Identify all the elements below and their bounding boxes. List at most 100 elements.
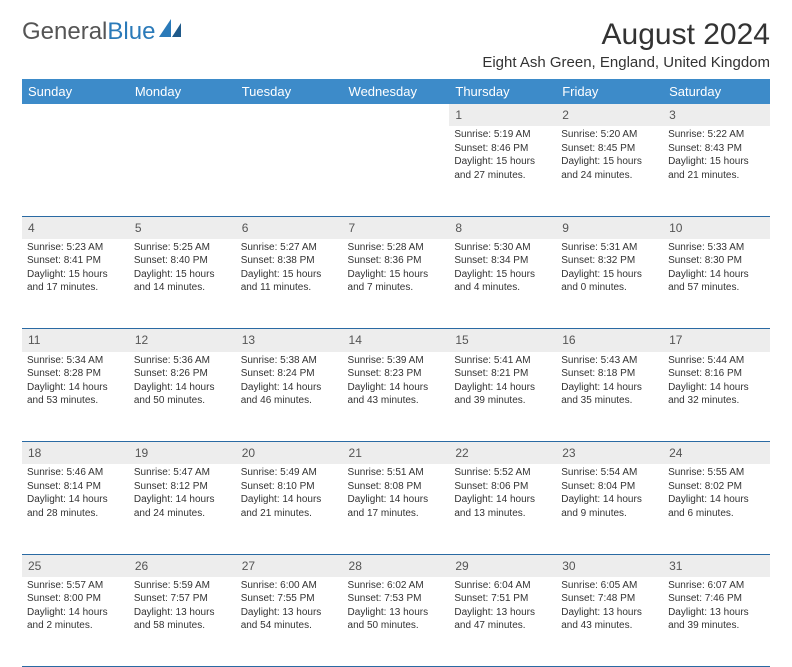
- daylight-text: and 47 minutes.: [454, 619, 551, 633]
- sunset-text: Sunset: 8:02 PM: [668, 480, 765, 494]
- daylight-text: Daylight: 15 hours: [668, 155, 765, 169]
- day-number: 1: [449, 104, 556, 126]
- sunrise-text: Sunrise: 5:52 AM: [454, 466, 551, 480]
- brand-logo: GeneralBlue: [22, 18, 185, 46]
- sunrise-text: Sunrise: 5:20 AM: [561, 128, 658, 142]
- sunset-text: Sunset: 8:45 PM: [561, 142, 658, 156]
- daylight-text: Daylight: 14 hours: [348, 381, 445, 395]
- sunset-text: Sunset: 8:41 PM: [27, 254, 124, 268]
- daylight-text: and 27 minutes.: [454, 169, 551, 183]
- daylight-text: and 53 minutes.: [27, 394, 124, 408]
- daylight-text: Daylight: 14 hours: [134, 493, 231, 507]
- sunset-text: Sunset: 7:57 PM: [134, 592, 231, 606]
- day-number: 21: [343, 442, 450, 465]
- daylight-text: and 39 minutes.: [668, 619, 765, 633]
- sunset-text: Sunset: 8:08 PM: [348, 480, 445, 494]
- day-number: 27: [236, 554, 343, 577]
- daylight-text: and 17 minutes.: [348, 507, 445, 521]
- daylight-text: Daylight: 15 hours: [348, 268, 445, 282]
- day-header: Friday: [556, 79, 663, 104]
- daylight-text: and 50 minutes.: [348, 619, 445, 633]
- sunset-text: Sunset: 7:55 PM: [241, 592, 338, 606]
- sunset-text: Sunset: 7:51 PM: [454, 592, 551, 606]
- sunrise-text: Sunrise: 5:27 AM: [241, 241, 338, 255]
- daylight-text: Daylight: 14 hours: [27, 493, 124, 507]
- sunset-text: Sunset: 8:36 PM: [348, 254, 445, 268]
- day-number: 11: [22, 329, 129, 352]
- day-cell: Sunrise: 6:02 AMSunset: 7:53 PMDaylight:…: [343, 577, 450, 667]
- sunrise-text: Sunrise: 5:31 AM: [561, 241, 658, 255]
- day-cell: Sunrise: 5:43 AMSunset: 8:18 PMDaylight:…: [556, 352, 663, 442]
- day-cell: Sunrise: 5:23 AMSunset: 8:41 PMDaylight:…: [22, 239, 129, 329]
- day-number: 22: [449, 442, 556, 465]
- daylight-text: Daylight: 15 hours: [561, 155, 658, 169]
- daylight-text: and 9 minutes.: [561, 507, 658, 521]
- sunset-text: Sunset: 8:04 PM: [561, 480, 658, 494]
- sunset-text: Sunset: 8:24 PM: [241, 367, 338, 381]
- calendar-table: SundayMondayTuesdayWednesdayThursdayFrid…: [22, 79, 770, 667]
- daylight-text: Daylight: 15 hours: [454, 155, 551, 169]
- sunset-text: Sunset: 8:12 PM: [134, 480, 231, 494]
- daylight-text: and 46 minutes.: [241, 394, 338, 408]
- sunrise-text: Sunrise: 6:02 AM: [348, 579, 445, 593]
- sunrise-text: Sunrise: 5:57 AM: [27, 579, 124, 593]
- daylight-text: and 24 minutes.: [561, 169, 658, 183]
- day-number-row: 123: [22, 104, 770, 126]
- day-number: [236, 104, 343, 126]
- day-header: Sunday: [22, 79, 129, 104]
- daylight-text: and 28 minutes.: [27, 507, 124, 521]
- day-cell: Sunrise: 6:05 AMSunset: 7:48 PMDaylight:…: [556, 577, 663, 667]
- sunset-text: Sunset: 8:18 PM: [561, 367, 658, 381]
- sunset-text: Sunset: 7:48 PM: [561, 592, 658, 606]
- daylight-text: and 4 minutes.: [454, 281, 551, 295]
- daylight-text: Daylight: 14 hours: [668, 268, 765, 282]
- day-number: 14: [343, 329, 450, 352]
- day-cell: Sunrise: 5:44 AMSunset: 8:16 PMDaylight:…: [663, 352, 770, 442]
- day-cell: Sunrise: 5:33 AMSunset: 8:30 PMDaylight:…: [663, 239, 770, 329]
- day-content-row: Sunrise: 5:34 AMSunset: 8:28 PMDaylight:…: [22, 352, 770, 442]
- day-number: 4: [22, 216, 129, 239]
- day-cell: Sunrise: 5:31 AMSunset: 8:32 PMDaylight:…: [556, 239, 663, 329]
- day-cell: Sunrise: 5:25 AMSunset: 8:40 PMDaylight:…: [129, 239, 236, 329]
- daylight-text: Daylight: 15 hours: [561, 268, 658, 282]
- sunrise-text: Sunrise: 5:36 AM: [134, 354, 231, 368]
- daylight-text: Daylight: 14 hours: [561, 493, 658, 507]
- sunset-text: Sunset: 7:53 PM: [348, 592, 445, 606]
- day-cell: Sunrise: 5:38 AMSunset: 8:24 PMDaylight:…: [236, 352, 343, 442]
- daylight-text: Daylight: 13 hours: [668, 606, 765, 620]
- daylight-text: and 6 minutes.: [668, 507, 765, 521]
- daylight-text: and 0 minutes.: [561, 281, 658, 295]
- day-number: 6: [236, 216, 343, 239]
- daylight-text: Daylight: 13 hours: [241, 606, 338, 620]
- day-number: 13: [236, 329, 343, 352]
- sunrise-text: Sunrise: 6:07 AM: [668, 579, 765, 593]
- daylight-text: and 57 minutes.: [668, 281, 765, 295]
- month-title: August 2024: [482, 18, 770, 52]
- day-cell: Sunrise: 5:51 AMSunset: 8:08 PMDaylight:…: [343, 464, 450, 554]
- day-number: 8: [449, 216, 556, 239]
- daylight-text: and 43 minutes.: [348, 394, 445, 408]
- sunrise-text: Sunrise: 5:38 AM: [241, 354, 338, 368]
- daylight-text: and 14 minutes.: [134, 281, 231, 295]
- sunset-text: Sunset: 8:21 PM: [454, 367, 551, 381]
- brand-part2: Blue: [107, 18, 155, 46]
- day-cell: Sunrise: 5:19 AMSunset: 8:46 PMDaylight:…: [449, 126, 556, 216]
- day-number: 3: [663, 104, 770, 126]
- day-cell: Sunrise: 5:59 AMSunset: 7:57 PMDaylight:…: [129, 577, 236, 667]
- sunset-text: Sunset: 8:32 PM: [561, 254, 658, 268]
- day-number: 20: [236, 442, 343, 465]
- day-cell: [343, 126, 450, 216]
- day-header: Tuesday: [236, 79, 343, 104]
- sunrise-text: Sunrise: 5:34 AM: [27, 354, 124, 368]
- day-content-row: Sunrise: 5:23 AMSunset: 8:41 PMDaylight:…: [22, 239, 770, 329]
- sunrise-text: Sunrise: 5:54 AM: [561, 466, 658, 480]
- sunrise-text: Sunrise: 5:33 AM: [668, 241, 765, 255]
- day-header: Wednesday: [343, 79, 450, 104]
- brand-part1: General: [22, 18, 107, 46]
- sunset-text: Sunset: 8:30 PM: [668, 254, 765, 268]
- day-number: [22, 104, 129, 126]
- daylight-text: Daylight: 14 hours: [454, 381, 551, 395]
- sunrise-text: Sunrise: 6:05 AM: [561, 579, 658, 593]
- day-number: 7: [343, 216, 450, 239]
- day-number: 10: [663, 216, 770, 239]
